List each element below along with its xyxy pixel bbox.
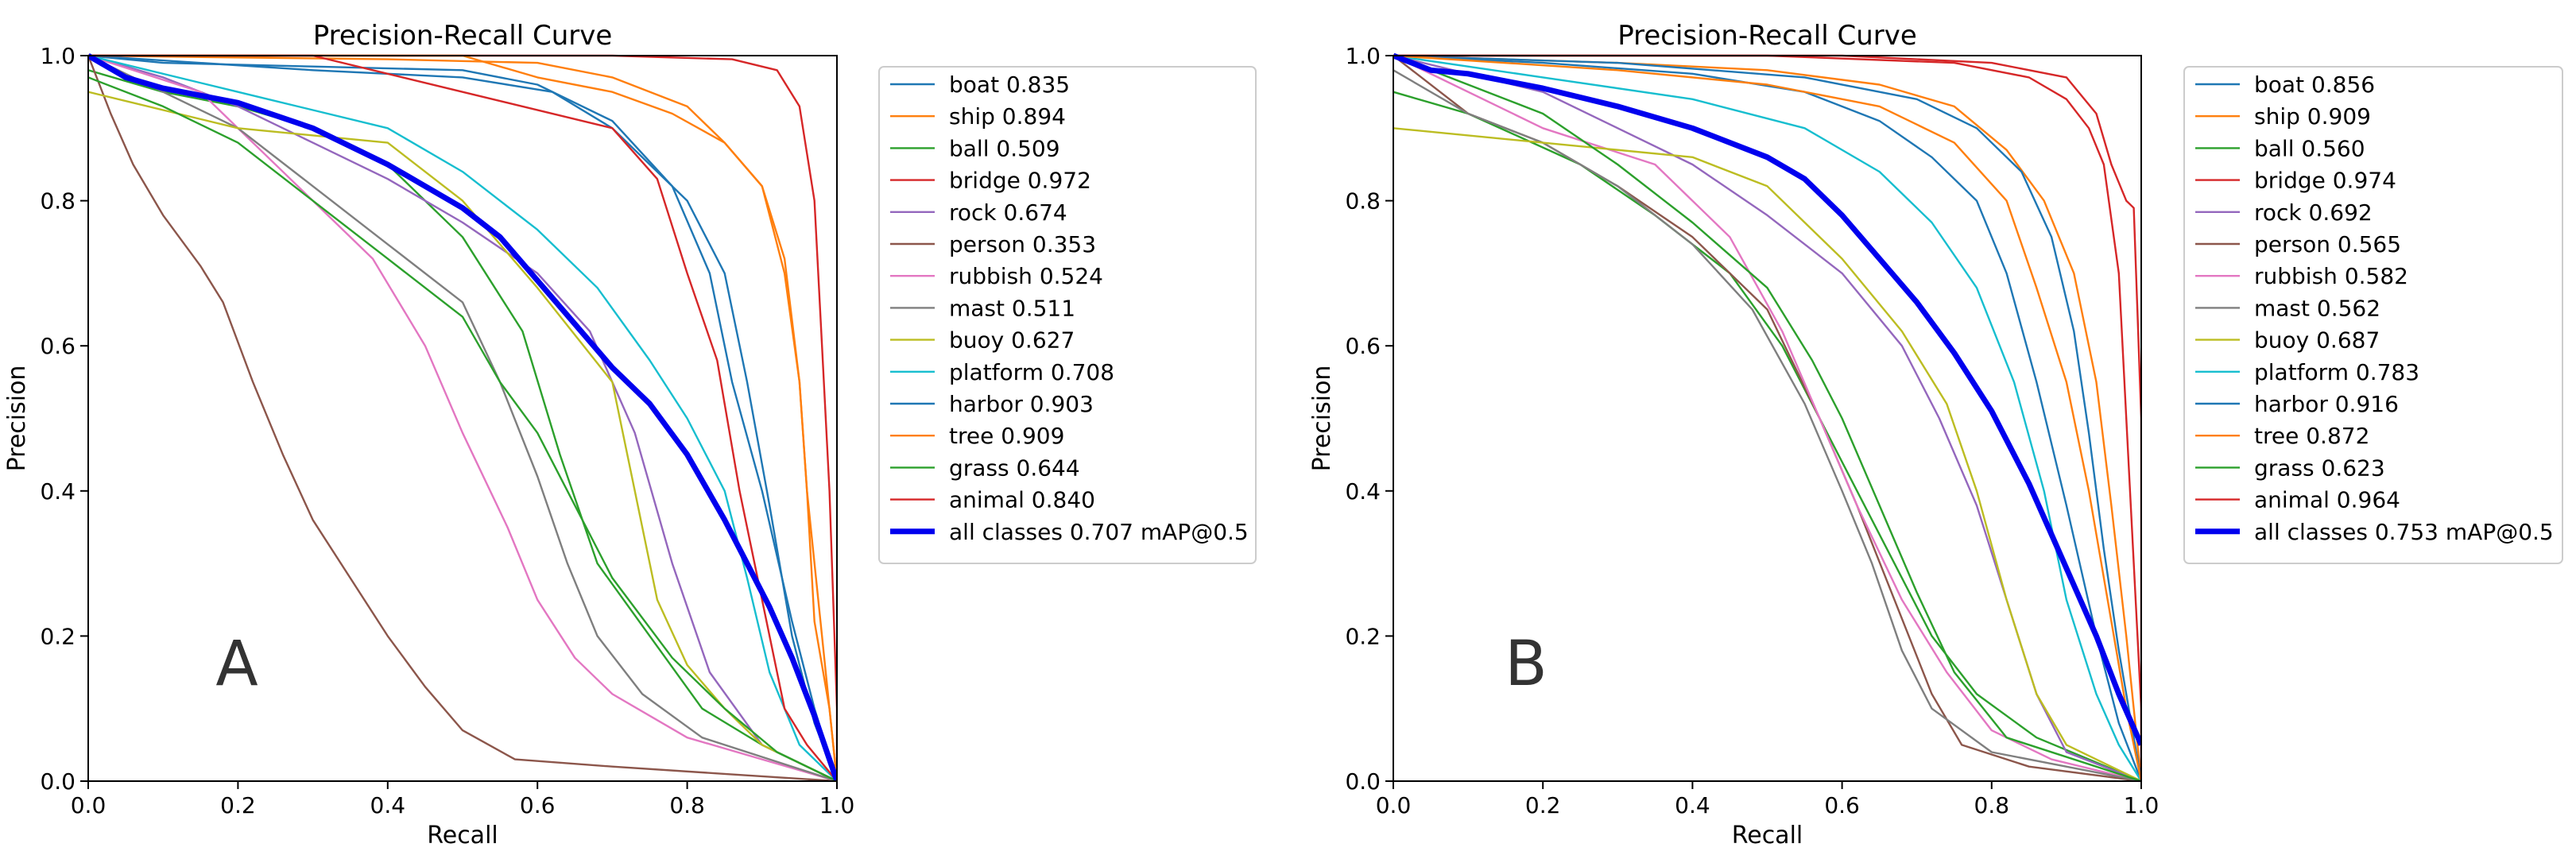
legend-entry: buoy 0.687 <box>2254 327 2380 354</box>
y-tick-label: 1.0 <box>40 43 76 69</box>
chart-title: Precision-Recall Curve <box>313 20 613 52</box>
legend-entry: bridge 0.972 <box>949 168 1091 194</box>
legend-entry: ship 0.909 <box>2254 103 2371 130</box>
panel-letter: A <box>215 629 258 700</box>
y-tick-label: 0.6 <box>40 333 76 359</box>
y-tick-label: 0.0 <box>40 768 76 795</box>
x-tick-label: 0.2 <box>1525 792 1561 818</box>
legend-entry: person 0.353 <box>949 231 1096 257</box>
legend-entry: mast 0.562 <box>2254 295 2380 321</box>
legend-entry: ball 0.509 <box>949 135 1060 161</box>
y-tick-label: 0.8 <box>1345 188 1381 215</box>
class-curve-11 <box>88 54 837 781</box>
class-curve-9 <box>1393 54 2141 781</box>
class-curve-11 <box>1393 54 2141 781</box>
x-tick-label: 0.2 <box>220 792 256 818</box>
legend-box <box>878 66 1257 564</box>
legend-entry: all classes 0.753 mAP@0.5 <box>2254 519 2554 545</box>
class-curve-12 <box>1393 54 2141 781</box>
class-curve-12 <box>88 76 837 781</box>
y-tick-label: 0.2 <box>40 623 76 649</box>
x-tick-label: 0.8 <box>669 792 705 818</box>
all-classes-curve-14 <box>88 53 837 781</box>
class-curve-4 <box>88 54 837 781</box>
legend-entry: ball 0.560 <box>2254 135 2365 161</box>
legend-entry: mast 0.511 <box>949 295 1075 321</box>
legend-entry: bridge 0.974 <box>2254 168 2396 194</box>
legend-entry: rubbish 0.524 <box>949 263 1103 289</box>
legend-entry: rock 0.692 <box>2254 199 2373 226</box>
legend-entry: boat 0.835 <box>949 72 1070 98</box>
legend-box <box>2183 66 2563 564</box>
legend-entry: harbor 0.916 <box>2254 391 2399 417</box>
class-curve-10 <box>1393 54 2141 781</box>
y-axis-label: Precision <box>1308 366 1336 472</box>
y-tick-label: 0.6 <box>1345 333 1381 359</box>
x-tick-label: 0.6 <box>520 792 556 818</box>
y-tick-label: 0.4 <box>40 478 76 505</box>
legend-entry: grass 0.644 <box>949 455 1080 481</box>
y-tick-label: 0.0 <box>1345 768 1381 795</box>
legend-entry: rock 0.674 <box>949 199 1067 226</box>
all-classes-curve-14 <box>1393 53 2141 746</box>
legend-entry: platform 0.708 <box>949 359 1114 385</box>
legend-entry: rubbish 0.582 <box>2254 263 2408 289</box>
chart-title: Precision-Recall Curve <box>1617 20 1917 52</box>
panel-letter: B <box>1505 629 1548 700</box>
class-curve-8 <box>1393 127 2141 781</box>
legend-entry: all classes 0.707 mAP@0.5 <box>949 519 1249 545</box>
axes-frame <box>1393 55 2142 782</box>
y-axis-label: Precision <box>3 366 31 472</box>
legend-entry: tree 0.909 <box>949 423 1064 449</box>
class-curve-9 <box>88 54 837 781</box>
legend-entry: platform 0.783 <box>2254 359 2419 385</box>
class-curve-3 <box>88 54 837 781</box>
x-axis-label: Recall <box>427 822 498 849</box>
class-curve-6 <box>1393 54 2141 781</box>
legend-entry: ship 0.894 <box>949 103 1066 130</box>
class-curve-5 <box>88 55 837 781</box>
y-tick-label: 0.4 <box>1345 478 1381 505</box>
y-tick-label: 1.0 <box>1345 43 1381 69</box>
x-tick-label: 1.0 <box>2124 792 2160 818</box>
class-curve-3 <box>1393 54 2141 781</box>
class-curve-1 <box>1393 54 2141 781</box>
x-tick-label: 0.4 <box>1675 792 1710 818</box>
legend-entry: tree 0.872 <box>2254 423 2369 449</box>
class-curve-13 <box>88 54 837 781</box>
class-curve-10 <box>88 54 837 781</box>
x-axis-label: Recall <box>1732 822 1803 849</box>
axes-frame <box>87 55 838 782</box>
curves-group <box>1393 53 2141 781</box>
legend-entry: animal 0.964 <box>2254 487 2400 513</box>
chart-panel-1: Precision-Recall Curve 0.0 0.2 0.4 0.6 0.8 1.0… <box>3 20 1257 849</box>
legend-entry: harbor 0.903 <box>949 391 1094 417</box>
x-tick-label: 0.0 <box>71 792 107 818</box>
legend-entry: buoy 0.627 <box>949 327 1075 354</box>
y-tick-label: 0.8 <box>40 188 76 215</box>
legend-entry: boat 0.856 <box>2254 72 2375 98</box>
y-tick-label: 0.2 <box>1345 623 1381 649</box>
legend-entry: grass 0.623 <box>2254 455 2385 481</box>
x-tick-label: 0.0 <box>1376 792 1412 818</box>
class-curve-13 <box>1393 54 2141 781</box>
curves-group <box>88 53 837 781</box>
chart-panel-2: Precision-Recall Curve 0.0 0.2 0.4 0.6 0.8 1.0… <box>1308 20 2563 849</box>
legend-entry: person 0.565 <box>2254 231 2401 257</box>
x-tick-label: 0.4 <box>370 792 406 818</box>
x-tick-label: 0.8 <box>1974 792 2010 818</box>
legend-entry: animal 0.840 <box>949 487 1095 513</box>
x-tick-label: 1.0 <box>819 792 855 818</box>
x-tick-label: 0.6 <box>1824 792 1860 818</box>
